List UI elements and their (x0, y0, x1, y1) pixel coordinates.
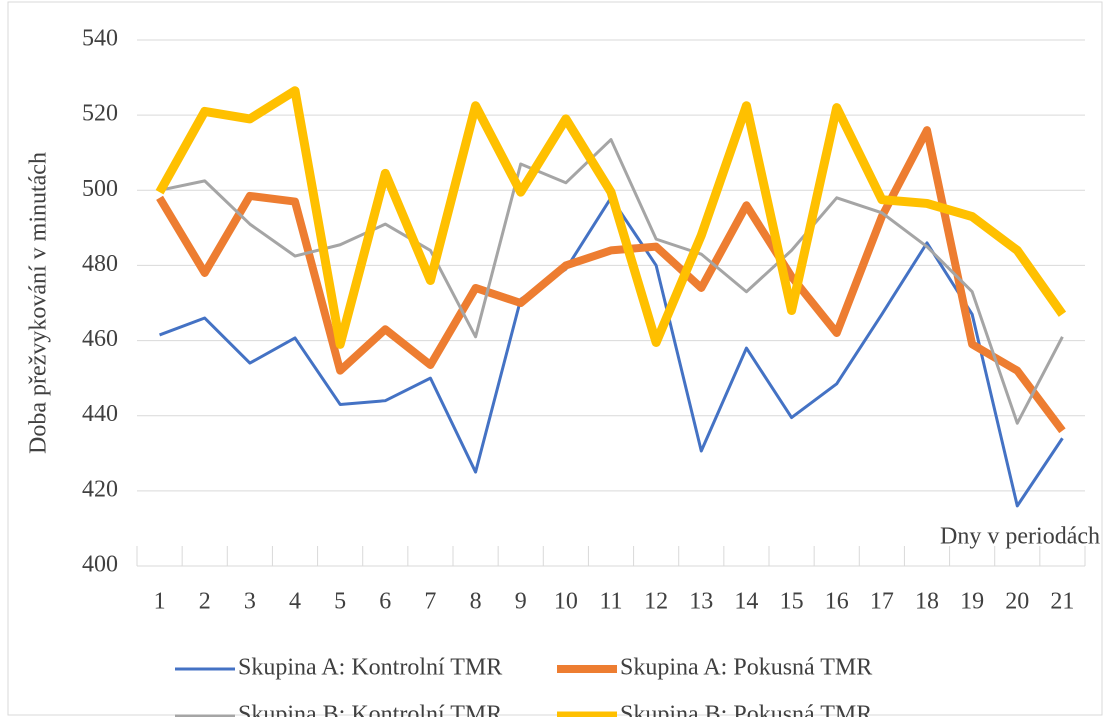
y-tick-label: 420 (82, 476, 118, 502)
x-tick-label: 13 (689, 589, 713, 615)
x-tick-label: 21 (1050, 589, 1074, 615)
x-tick-label: 16 (825, 589, 849, 615)
x-tick-label: 19 (960, 589, 984, 615)
x-tick-label: 4 (289, 589, 301, 615)
y-tick-label: 400 (82, 552, 118, 578)
x-tick-label: 10 (554, 589, 578, 615)
series-line (155, 86, 1067, 349)
x-tick-label: 15 (780, 589, 804, 615)
x-tick-label: 3 (244, 589, 256, 615)
x-tick-label: 18 (915, 589, 939, 615)
legend-label: Skupina B: Kontrolní TMR (238, 702, 502, 717)
x-tick-label: 12 (644, 589, 668, 615)
x-axis-label: Dny v periodách (940, 524, 1100, 550)
series-line (156, 126, 1066, 434)
legend-label: Skupina A: Pokusná TMR (620, 655, 872, 681)
x-tick-label: 8 (470, 589, 482, 615)
x-tick-label: 17 (870, 589, 894, 615)
y-tick-label: 540 (82, 26, 118, 52)
legend-label: Skupina B: Pokusná TMR (620, 702, 872, 717)
x-tick-label: 1 (154, 589, 166, 615)
x-tick-label: 7 (424, 589, 436, 615)
x-tick-label: 5 (334, 589, 346, 615)
x-tick-label: 2 (199, 589, 211, 615)
x-tick-label: 6 (379, 589, 391, 615)
legend-label: Skupina A: Kontrolní TMR (238, 655, 502, 681)
x-tick-label: 14 (734, 589, 758, 615)
x-tick-label: 20 (1005, 589, 1029, 615)
x-tick-label: 9 (515, 589, 527, 615)
y-tick-label: 480 (82, 251, 118, 277)
y-tick-label: 460 (82, 326, 118, 352)
y-axis-label: Doba přežvykování v minutách (26, 152, 52, 454)
y-tick-label: 500 (82, 176, 118, 202)
chart-border (7, 1, 1103, 716)
x-tick-label: 11 (599, 589, 622, 615)
y-tick-label: 520 (82, 101, 118, 127)
y-tick-label: 440 (82, 401, 118, 427)
series-line (159, 138, 1064, 425)
